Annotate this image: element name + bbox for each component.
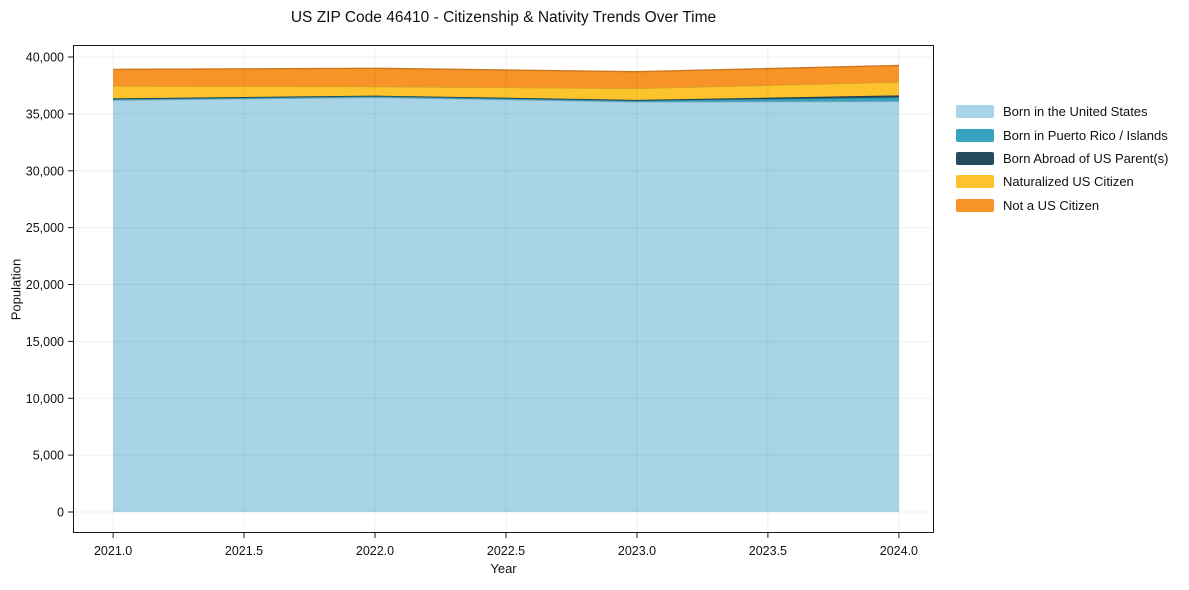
- legend-item: Naturalized US Citizen: [956, 170, 1168, 193]
- x-tick-label: 2023.0: [618, 544, 656, 558]
- area-5: [113, 65, 899, 89]
- legend-swatch: [956, 105, 994, 119]
- y-tick-label: 30,000: [26, 164, 64, 178]
- y-tick-label: 40,000: [26, 51, 64, 65]
- y-tick-label: 15,000: [26, 335, 64, 349]
- stacked-area-series: [113, 64, 899, 513]
- legend-item: Born in Puerto Rico / Islands: [956, 123, 1168, 146]
- y-tick-label: 20,000: [26, 278, 64, 292]
- legend: Born in the United States Born in Puerto …: [956, 100, 1168, 217]
- y-tick-label: 10,000: [26, 392, 64, 406]
- x-tick-label: 2024.0: [880, 544, 918, 558]
- legend-label: Born in Puerto Rico / Islands: [1003, 127, 1168, 143]
- y-tick-label: 5,000: [33, 449, 64, 463]
- legend-item: Not a US Citizen: [956, 194, 1168, 217]
- legend-swatch: [956, 198, 994, 212]
- y-axis-ticks: 0 5,000 10,000 15,000 20,000 25,000 30,000 35,0…: [26, 51, 73, 520]
- x-tick-label: 2022.0: [356, 544, 394, 558]
- area-1: [113, 97, 899, 513]
- x-tick-label: 2022.5: [487, 544, 525, 558]
- y-tick-label: 35,000: [26, 107, 64, 121]
- legend-item: Born in the United States: [956, 100, 1168, 123]
- x-tick-label: 2023.5: [749, 544, 787, 558]
- legend-item: Born Abroad of US Parent(s): [956, 147, 1168, 170]
- legend-label: Born Abroad of US Parent(s): [1003, 150, 1169, 166]
- x-tick-label: 2021.0: [94, 544, 132, 558]
- x-tick-label: 2021.5: [225, 544, 263, 558]
- legend-swatch: [956, 175, 994, 189]
- x-axis-ticks: 2021.0 2021.5 2022.0 2022.5 2023.0 2023.5 2024…: [94, 533, 918, 558]
- y-tick-label: 0: [57, 506, 64, 520]
- y-tick-label: 25,000: [26, 221, 64, 235]
- legend-swatch: [956, 151, 994, 165]
- area-edge-5: [113, 64, 899, 73]
- axis-frame: [73, 45, 934, 533]
- chart-title: US ZIP Code 46410 - Citizenship & Nativi…: [290, 9, 717, 26]
- legend-swatch: [956, 128, 994, 142]
- y-axis-title: Population: [8, 258, 24, 321]
- legend-label: Naturalized US Citizen: [1003, 174, 1134, 190]
- x-axis-title: Year: [490, 561, 517, 576]
- plot-frame: [73, 45, 934, 533]
- legend-label: Born in the United States: [1003, 104, 1148, 120]
- legend-label: Not a US Citizen: [1003, 197, 1100, 213]
- grid-lines: [73, 45, 934, 533]
